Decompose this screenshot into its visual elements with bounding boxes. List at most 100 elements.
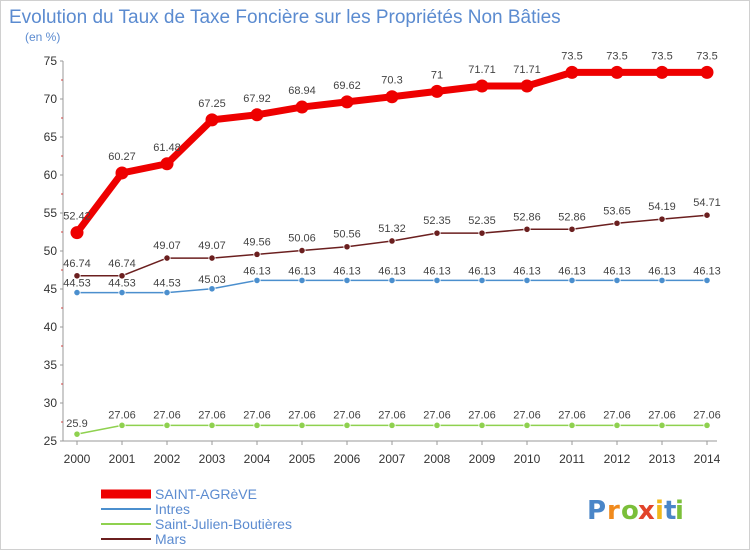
data-point: [568, 421, 576, 429]
data-label: 50.06: [288, 233, 316, 245]
data-point: [433, 229, 441, 237]
data-label: 27.06: [603, 409, 631, 421]
legend-label: Intres: [155, 501, 190, 517]
data-label: 52.42: [63, 211, 91, 223]
logo-letter: P: [587, 496, 606, 526]
data-label: 54.71: [693, 197, 721, 209]
data-label: 27.06: [693, 409, 721, 421]
data-point: [703, 421, 711, 429]
series-saint-julien-bouti-res: [73, 421, 711, 438]
data-point: [433, 421, 441, 429]
data-label: 51.32: [378, 223, 406, 235]
data-label: 73.5: [606, 50, 627, 62]
data-label: 61.48: [153, 142, 181, 154]
data-label: 46.13: [243, 265, 271, 277]
data-point: [208, 254, 216, 262]
x-tick-label: 2003: [199, 452, 226, 466]
data-label: 53.65: [603, 205, 631, 217]
data-point: [208, 285, 216, 293]
data-point: [343, 276, 351, 285]
data-point: [658, 215, 666, 223]
data-label: 44.53: [108, 278, 136, 290]
y-tick-label: 40: [44, 320, 58, 334]
data-label: 52.35: [468, 215, 496, 227]
data-label: 27.06: [198, 409, 226, 421]
data-point: [478, 421, 486, 429]
data-point: [163, 421, 171, 429]
data-point: [298, 246, 306, 255]
data-label: 25.9: [66, 418, 87, 430]
logo-letter: i: [655, 496, 664, 526]
data-point: [343, 421, 351, 429]
logo-letter: x: [638, 496, 655, 526]
series-saint-agr-ve: [70, 65, 714, 240]
x-tick-label: 2010: [514, 452, 541, 466]
data-point: [658, 421, 666, 429]
data-point: [388, 276, 396, 285]
x-tick-label: 2006: [334, 452, 361, 466]
data-label: 52.86: [513, 211, 541, 223]
data-label: 71: [431, 69, 443, 81]
data-label: 60.27: [108, 151, 136, 163]
data-label: 73.5: [696, 50, 717, 62]
data-point: [388, 237, 396, 245]
data-label: 71.71: [513, 64, 541, 76]
data-point: [520, 79, 534, 93]
data-point: [523, 225, 531, 233]
data-point: [73, 288, 81, 297]
data-point: [658, 276, 666, 285]
legend: SAINT-AGRèVEIntresSaint-Julien-Boutières…: [101, 486, 292, 547]
data-point: [523, 276, 531, 285]
data-label: 45.03: [198, 274, 226, 286]
data-point: [163, 288, 171, 297]
y-tick-label: 55: [44, 206, 58, 220]
data-label: 46.13: [558, 265, 586, 277]
data-point: [208, 421, 216, 429]
data-point: [613, 421, 621, 429]
data-label: 52.35: [423, 215, 451, 227]
data-point: [340, 95, 354, 109]
y-tick-label: 30: [44, 396, 58, 410]
data-label: 49.07: [153, 240, 181, 252]
data-label: 68.94: [288, 85, 316, 97]
chart-title: Evolution du Taux de Taxe Foncière sur l…: [9, 7, 561, 28]
data-label: 27.06: [333, 409, 361, 421]
data-point: [655, 65, 669, 79]
y-tick-label: 25: [44, 434, 58, 448]
x-tick-label: 2005: [289, 452, 316, 466]
data-label: 27.06: [468, 409, 496, 421]
data-point: [433, 276, 441, 285]
data-label: 27.06: [288, 409, 316, 421]
data-label: 27.06: [243, 409, 271, 421]
data-label: 73.5: [561, 50, 582, 62]
data-point: [253, 250, 261, 258]
data-label: 67.92: [243, 93, 271, 105]
legend-label: Mars: [155, 531, 186, 547]
data-point: [565, 65, 579, 79]
x-tick-label: 2008: [424, 452, 451, 466]
data-point: [568, 276, 576, 285]
data-label: 44.53: [63, 278, 91, 290]
data-label: 67.25: [198, 98, 226, 110]
axes: 25 30 35 40 45 50 55 60 65 70 75 2000 2001 2002 2003 20…: [44, 54, 721, 466]
data-point: [700, 65, 714, 79]
data-point: [385, 90, 399, 104]
data-labels: 52.42 60.27 61.48 67.25 67.92 68.94 69.62 70.3 7…: [63, 50, 721, 430]
data-point: [250, 108, 264, 122]
data-label: 46.13: [693, 265, 721, 277]
data-label: 46.74: [63, 258, 91, 270]
x-tick-label: 2014: [694, 452, 721, 466]
data-label: 27.06: [108, 409, 136, 421]
y-tick-label: 60: [44, 168, 58, 182]
data-point: [205, 113, 219, 127]
y-tick-label: 65: [44, 130, 58, 144]
data-point: [430, 84, 444, 98]
y-tick-label: 45: [44, 282, 58, 296]
data-label: 50.56: [333, 229, 361, 241]
data-label: 27.06: [648, 409, 676, 421]
data-label: 71.71: [468, 64, 496, 76]
data-point: [295, 100, 309, 114]
logo-letter: t: [664, 496, 676, 526]
data-label: 27.06: [513, 409, 541, 421]
